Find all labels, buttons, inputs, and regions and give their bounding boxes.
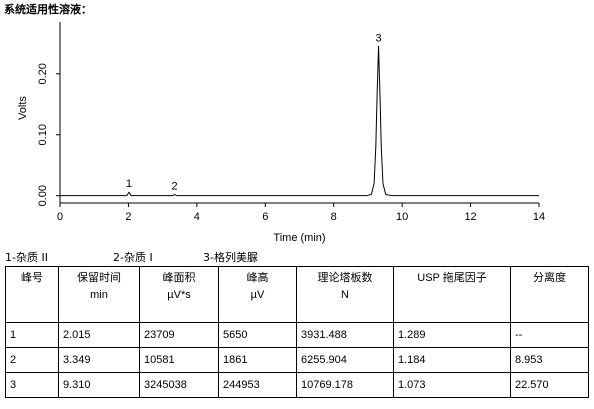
header-text: 保留时间 — [77, 272, 121, 284]
peak-label: 1 — [126, 178, 132, 190]
table-cell: 22.570 — [510, 372, 589, 398]
header-text: USP 拖尾因子 — [417, 272, 487, 284]
header-cell: 分离度 — [510, 266, 589, 323]
results-table: 峰号 保留时间 min 峰面积 µV*s 峰高 µV 理论塔板数 N USP 拖尾因子 分离度 1 2.… — [5, 266, 589, 398]
table-row: 3 9.310 3245038 244953 10769.178 1.073 22.570 — [5, 372, 589, 398]
x-tick-label: 10 — [396, 211, 408, 223]
trace — [60, 45, 539, 197]
section-title: 系统适用性溶液： — [4, 3, 92, 16]
x-axis-label: Time (min) — [273, 232, 325, 244]
table-cell: 1 — [5, 322, 59, 348]
table-cell: 1861 — [218, 347, 297, 373]
legend-item: 3-格列美脲 — [203, 251, 258, 264]
table-cell: 1.289 — [393, 322, 511, 348]
header-cell: USP 拖尾因子 — [393, 266, 511, 323]
x-tick-label: 2 — [125, 211, 131, 223]
table-row: 2 3.349 10581 1861 6255.904 1.184 8.953 — [5, 347, 589, 373]
x-tick-label: 6 — [262, 211, 268, 223]
table-cell: 10581 — [139, 347, 219, 373]
table-cell: 1.073 — [393, 372, 511, 398]
peak-label: 3 — [375, 32, 381, 44]
table-cell: 6255.904 — [296, 347, 394, 373]
table-cell: 3931.488 — [296, 322, 394, 348]
header-text: N — [341, 289, 349, 301]
table-cell: 23709 — [139, 322, 219, 348]
legend-item: 1-杂质 II — [5, 251, 48, 264]
header-cell: 保留时间 min — [58, 266, 140, 323]
table-row: 1 2.015 23709 5650 3931.488 1.289 -- — [5, 322, 589, 348]
header-text: 峰高 — [246, 272, 269, 284]
header-text: µV*s — [167, 289, 191, 301]
x-tick-label: 12 — [464, 211, 476, 223]
x-tick-label: 8 — [331, 211, 337, 223]
table-cell: -- — [510, 322, 589, 348]
header-text: min — [90, 289, 108, 301]
x-tick-label: 14 — [533, 211, 545, 223]
header-text: 分离度 — [533, 272, 566, 284]
table-cell: 3245038 — [139, 372, 219, 398]
header-text: µV — [250, 289, 265, 301]
table-cell: 3.349 — [58, 347, 140, 373]
y-axis-label: Volts — [17, 96, 29, 120]
table-cell: 1.184 — [393, 347, 511, 373]
y-tick-label: 0.00 — [37, 185, 49, 206]
header-text: 理论塔板数 — [317, 272, 373, 284]
y-tick-label: 0.20 — [37, 63, 49, 84]
header-text: 峰面积 — [162, 272, 196, 284]
table-cell: 5650 — [218, 322, 297, 348]
header-cell: 峰高 µV — [218, 266, 297, 323]
y-tick-label: 0.10 — [37, 124, 49, 145]
header-text: 峰号 — [21, 272, 43, 284]
x-tick-label: 4 — [194, 211, 200, 223]
table-cell: 10769.178 — [296, 372, 394, 398]
table-cell: 9.310 — [58, 372, 140, 398]
header-cell: 峰号 — [5, 266, 59, 323]
table-cell: 3 — [5, 372, 59, 398]
header-cell: 理论塔板数 N — [296, 266, 394, 323]
header-cell: 峰面积 µV*s — [139, 266, 219, 323]
x-tick-label: 0 — [57, 211, 63, 223]
table-cell: 244953 — [218, 372, 297, 398]
table-cell: 8.953 — [510, 347, 589, 373]
legend-item: 2-杂质 I — [113, 251, 153, 264]
peak-label: 2 — [172, 181, 178, 193]
table-cell: 2 — [5, 347, 59, 373]
table-cell: 2.015 — [58, 322, 140, 348]
